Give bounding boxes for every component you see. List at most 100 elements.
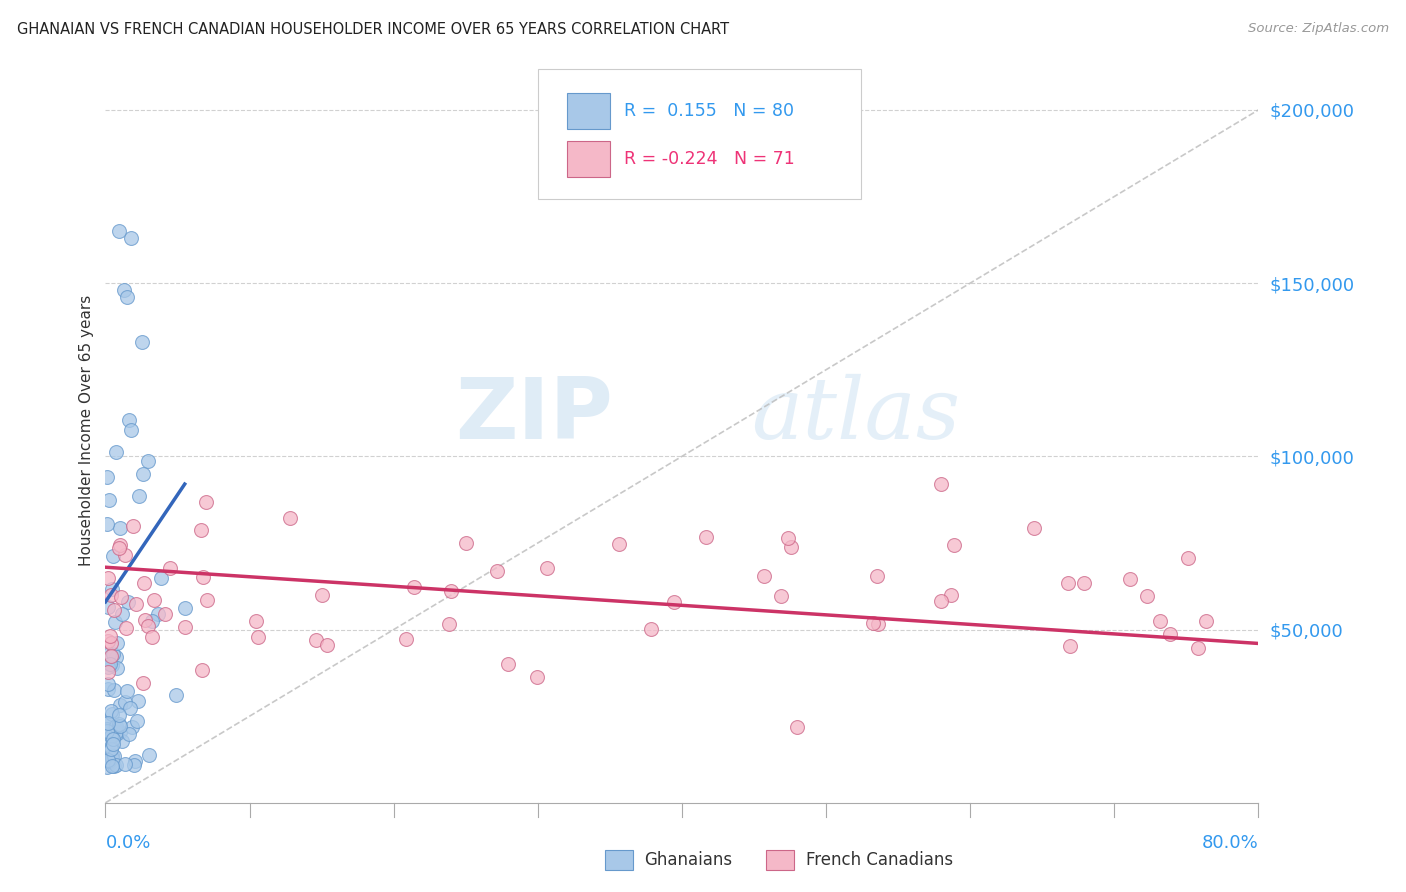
Point (117, 595, 139, 609)
Point (100, 648, 122, 663)
Point (190, 524, 212, 538)
Point (101, 549, 124, 564)
Point (149, 571, 172, 585)
Text: GHANAIAN VS FRENCH CANADIAN HOUSEHOLDER INCOME OVER 65 YEARS CORRELATION CHART: GHANAIAN VS FRENCH CANADIAN HOUSEHOLDER … (17, 22, 728, 37)
Point (121, 518, 143, 533)
Point (776, 531, 799, 545)
Point (110, 521, 132, 535)
Point (486, 564, 509, 578)
Point (97, 665, 120, 680)
Point (640, 622, 662, 636)
Point (103, 748, 125, 763)
Point (100, 704, 122, 718)
Point (866, 569, 889, 583)
Point (120, 423, 142, 437)
Point (111, 607, 134, 622)
Point (941, 588, 963, 602)
Point (105, 661, 128, 675)
Point (779, 540, 801, 554)
Point (132, 576, 155, 591)
Point (454, 536, 477, 550)
Point (96, 516, 118, 531)
Point (1136, 589, 1159, 603)
Point (115, 683, 138, 698)
Point (173, 601, 195, 615)
Point (108, 224, 131, 238)
Point (609, 537, 631, 551)
Point (115, 290, 138, 304)
Point (931, 477, 953, 491)
Point (103, 615, 125, 629)
Point (134, 613, 156, 627)
Point (100, 588, 122, 602)
Point (101, 751, 124, 765)
Point (101, 707, 124, 722)
Text: R = -0.224   N = 71: R = -0.224 N = 71 (624, 150, 794, 169)
Point (868, 616, 890, 631)
Point (246, 631, 269, 645)
Point (100, 729, 122, 743)
Point (103, 682, 125, 697)
Point (280, 510, 302, 524)
Point (131, 334, 153, 349)
Point (97, 715, 120, 730)
Point (96, 731, 118, 746)
Point (97, 571, 120, 585)
Point (311, 588, 333, 602)
Point (100, 741, 122, 756)
Point (536, 561, 558, 575)
Point (108, 698, 131, 713)
Point (108, 537, 131, 551)
Text: 0.0%: 0.0% (105, 834, 150, 852)
Point (98, 629, 121, 643)
Point (101, 748, 124, 763)
Point (305, 633, 328, 648)
Point (111, 733, 134, 747)
Point (1059, 639, 1081, 653)
Point (120, 231, 142, 245)
Point (104, 719, 127, 733)
Point (395, 632, 418, 647)
Point (108, 718, 131, 732)
Point (136, 619, 159, 633)
Point (142, 592, 165, 607)
FancyBboxPatch shape (538, 70, 860, 200)
Point (100, 636, 122, 650)
Point (114, 694, 136, 708)
Point (127, 714, 149, 728)
Point (96, 724, 118, 739)
Point (103, 603, 125, 617)
Point (1159, 626, 1181, 640)
FancyBboxPatch shape (567, 93, 610, 128)
Point (132, 467, 155, 481)
Text: Source: ZipAtlas.com: Source: ZipAtlas.com (1249, 22, 1389, 36)
Point (101, 732, 124, 747)
Point (114, 548, 136, 562)
Point (96, 715, 118, 730)
Point (124, 754, 146, 768)
Point (100, 758, 122, 772)
Text: 80.0%: 80.0% (1202, 834, 1258, 852)
Point (125, 597, 148, 611)
Point (105, 445, 128, 459)
Point (402, 580, 425, 594)
Point (1119, 572, 1142, 586)
Point (107, 717, 129, 731)
Point (97, 599, 120, 614)
Point (498, 657, 520, 671)
Point (112, 283, 135, 297)
Point (153, 607, 176, 621)
Point (769, 590, 792, 604)
Text: R =  0.155   N = 80: R = 0.155 N = 80 (624, 102, 794, 120)
Point (97, 754, 120, 768)
Point (929, 594, 952, 608)
Point (98, 492, 121, 507)
Point (100, 755, 122, 769)
Point (1195, 614, 1218, 628)
Point (138, 748, 160, 763)
Point (104, 721, 127, 735)
Point (96, 723, 118, 737)
Point (146, 607, 169, 621)
Point (105, 757, 128, 772)
Point (97, 753, 120, 767)
